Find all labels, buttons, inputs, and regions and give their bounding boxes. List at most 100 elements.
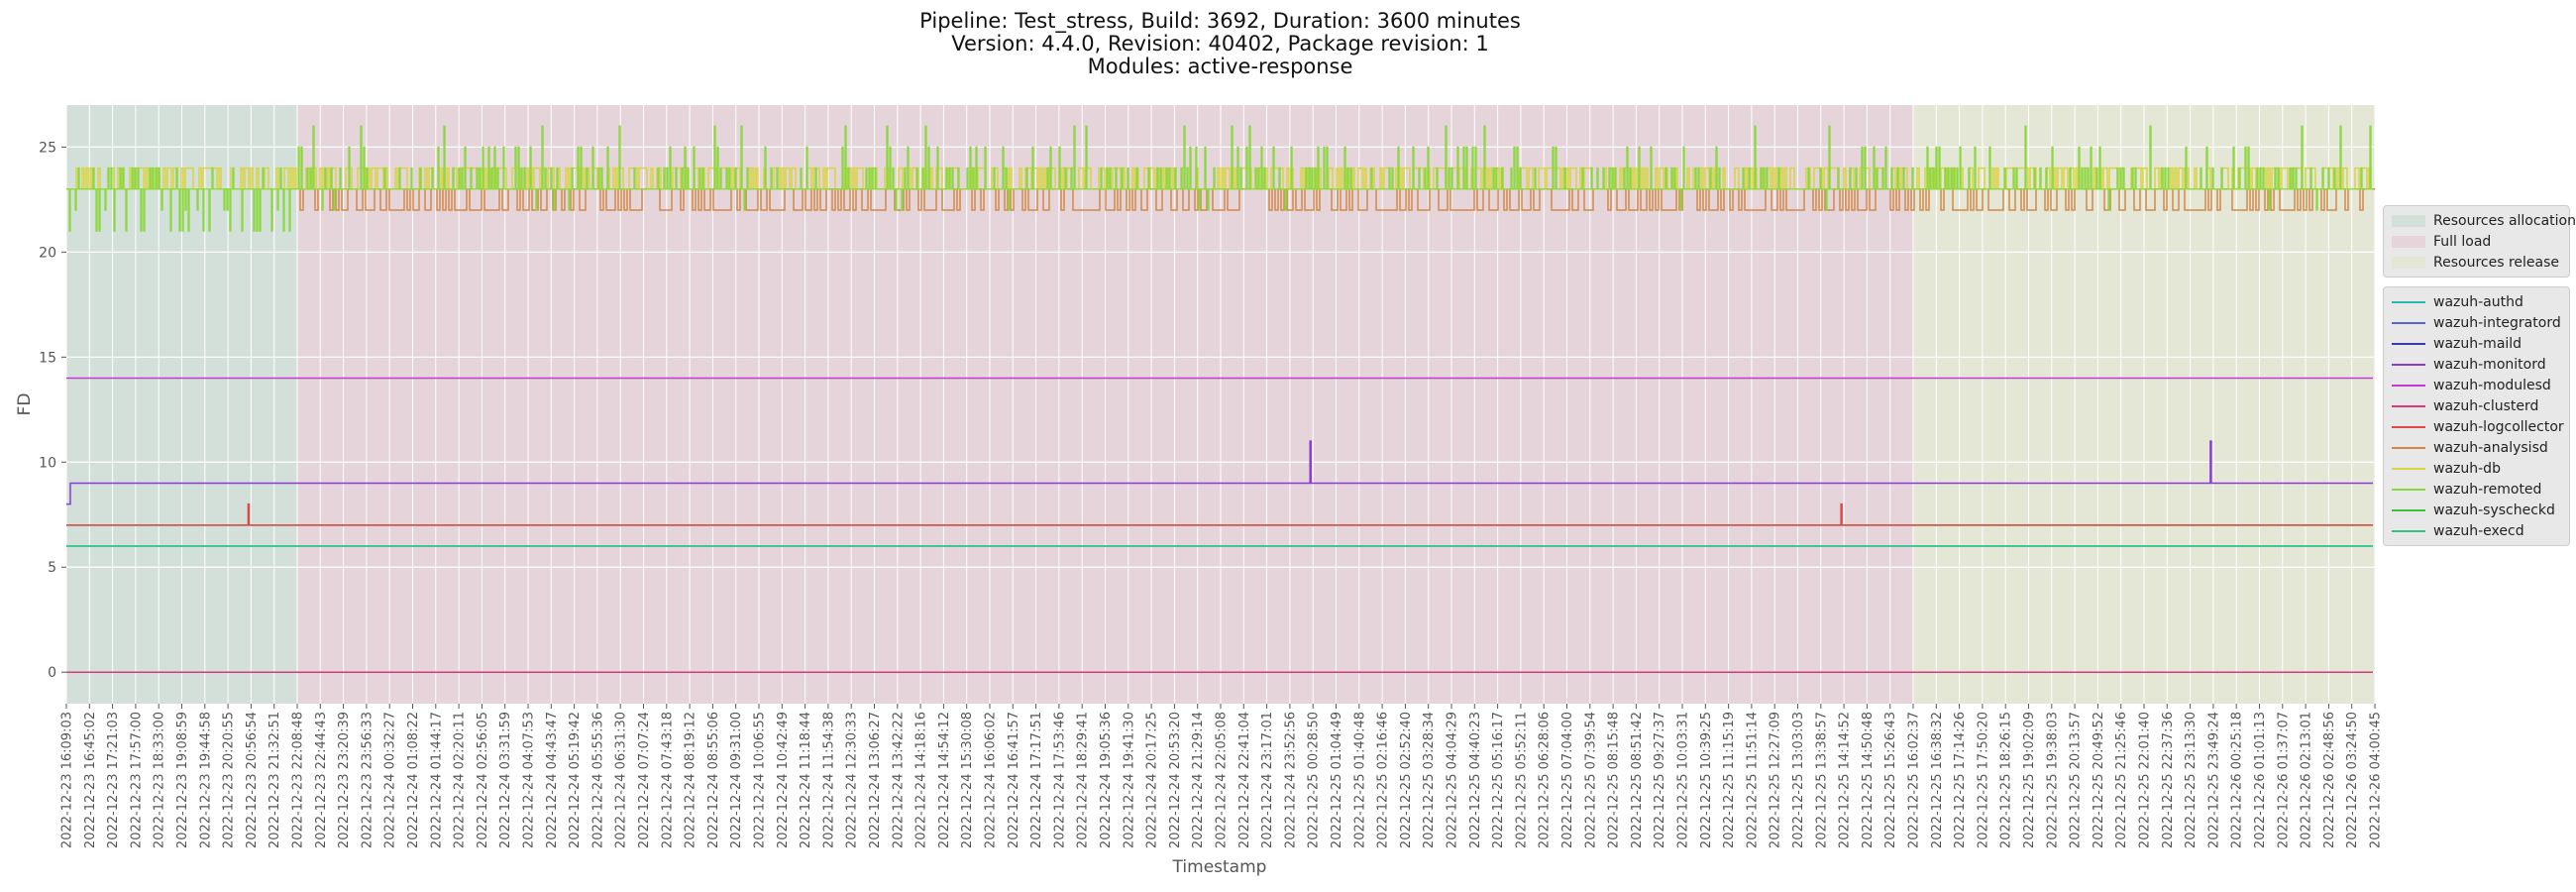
x-tick-label: 2022-12-25 10:39:25 [1699,712,1714,848]
legend-swatch [2392,529,2425,532]
legend-label: wazuh-monitord [2433,356,2546,373]
x-tick-label: 2022-12-24 22:05:08 [1215,712,1230,848]
x-tick-label: 2022-12-25 03:28:34 [1422,712,1437,848]
legend-swatch [2392,467,2425,470]
legend-swatch [2392,508,2425,511]
x-tick-label: 2022-12-24 02:20:11 [453,712,468,848]
legend-entry: Resources release [2384,252,2569,273]
x-tick-label: 2022-12-24 01:44:17 [429,712,444,848]
x-tick-label: 2022-12-24 13:42:22 [891,712,906,848]
x-tick-label: 2022-12-23 18:33:00 [153,712,167,848]
legend-label: wazuh-modulesd [2433,377,2551,393]
legend-swatch [2392,256,2425,269]
x-tick-label: 2022-12-25 15:26:43 [1883,712,1898,848]
x-tick-label: 2022-12-23 20:56:54 [245,712,260,848]
legend-swatch [2392,363,2425,366]
x-tick-label: 2022-12-24 05:19:42 [568,712,583,848]
legend-swatch [2392,342,2425,345]
x-tick-label: 2022-12-23 19:44:58 [198,712,213,848]
x-tick-label: 2022-12-25 05:16:17 [1491,712,1506,848]
x-tick-label: 2022-12-24 19:41:30 [1122,712,1136,848]
legend-entry: wazuh-maild [2384,333,2569,354]
legend-swatch [2392,425,2425,428]
x-tick-label: 2022-12-25 20:13:57 [2069,712,2084,848]
series-line-wazuh-monitord [66,440,2373,505]
x-tick-label: 2022-12-26 01:01:13 [2253,712,2268,848]
x-tick-label: 2022-12-24 20:53:20 [1168,712,1183,848]
legend-swatch [2392,384,2425,387]
x-tick-label: 2022-12-24 01:08:22 [406,712,421,848]
x-tick-label: 2022-12-25 17:14:26 [1953,712,1968,848]
series-lines [66,125,2375,673]
x-tick-label: 2022-12-24 14:54:12 [937,712,952,848]
x-tick-label: 2022-12-25 09:27:37 [1653,712,1667,848]
series-line-wazuh-db [66,167,2373,190]
x-tick-label: 2022-12-24 12:30:33 [845,712,860,848]
phase-legend: Resources allocation Full load Resources r… [2383,205,2576,278]
y-tick-label: 15 [39,350,56,366]
legend-label: wazuh-integratord [2433,314,2561,331]
x-tick-label: 2022-12-25 07:39:54 [1583,712,1598,848]
series-line-wazuh-logcollector [66,502,2373,526]
y-tick-label: 5 [48,560,56,576]
legend-label: wazuh-authd [2433,293,2523,310]
legend-swatch [2392,300,2425,303]
y-axis-ticks: 0 5 10 15 20 25 [39,140,66,681]
y-tick-label: 0 [48,665,56,681]
x-tick-label: 2022-12-24 16:41:57 [1007,712,1021,848]
x-tick-label: 2022-12-23 19:08:59 [175,712,190,848]
x-tick-label: 2022-12-24 21:29:14 [1191,712,1206,848]
x-tick-label: 2022-12-24 20:17:25 [1145,712,1160,848]
legend-entry: wazuh-authd [2384,291,2569,312]
x-tick-label: 2022-12-25 12:27:09 [1769,712,1783,848]
x-tick-label: 2022-12-25 16:38:32 [1930,712,1945,848]
x-tick-label: 2022-12-25 06:28:06 [1538,712,1553,848]
x-tick-label: 2022-12-24 07:43:18 [660,712,675,848]
x-tick-label: 2022-12-25 21:25:46 [2114,712,2129,848]
x-tick-label: 2022-12-26 02:13:01 [2300,712,2314,848]
legend-swatch [2392,446,2425,449]
x-tick-label: 2022-12-24 11:18:44 [799,712,813,848]
x-tick-label: 2022-12-25 00:28:50 [1307,712,1322,848]
legend-label: wazuh-db [2433,460,2501,477]
x-tick-label: 2022-12-23 17:21:03 [106,712,121,848]
x-tick-label: 2022-12-25 11:51:14 [1745,712,1760,848]
x-tick-label: 2022-12-24 17:17:51 [1029,712,1044,848]
x-tick-label: 2022-12-25 23:49:24 [2206,712,2221,848]
x-tick-label: 2022-12-24 13:06:27 [868,712,883,848]
legend-swatch [2392,214,2425,227]
legend-entry: wazuh-remoted [2384,479,2569,500]
x-tick-label: 2022-12-26 01:37:07 [2276,712,2291,848]
x-tick-label: 2022-12-25 07:04:00 [1560,712,1575,848]
chart-title-line-1: Pipeline: Test_stress, Build: 3692, Dura… [919,9,1521,33]
x-tick-label: 2022-12-23 22:44:43 [314,712,329,848]
x-tick-label: 2022-12-25 18:26:15 [1999,712,2014,848]
chart-title-line-3: Modules: active-response [1087,55,1353,78]
series-legend: wazuh-authd wazuh-integratord wazuh-maild w… [2383,286,2570,546]
legend-label: wazuh-execd [2433,522,2524,539]
x-tick-label: 2022-12-24 10:06:55 [753,712,768,848]
legend-swatch [2392,321,2425,324]
x-tick-label: 2022-12-25 19:38:03 [2045,712,2060,848]
x-tick-label: 2022-12-24 16:06:02 [984,712,999,848]
x-tick-label: 2022-12-23 22:08:48 [291,712,306,848]
legend-label: wazuh-maild [2433,335,2522,352]
legend-label: wazuh-analysisd [2433,439,2548,456]
legend-entry: wazuh-logcollector [2384,416,2569,437]
legend-entry: wazuh-execd [2384,520,2569,541]
legend-entry: wazuh-integratord [2384,312,2569,333]
x-tick-label: 2022-12-25 14:14:52 [1838,712,1853,848]
x-tick-label: 2022-12-23 23:20:39 [337,712,352,848]
x-tick-label: 2022-12-25 02:16:46 [1376,712,1391,848]
x-tick-label: 2022-12-24 18:29:41 [1076,712,1091,848]
chart-title: Pipeline: Test_stress, Build: 3692, Dura… [0,10,2440,78]
x-tick-label: 2022-12-24 19:05:36 [1099,712,1114,848]
x-tick-label: 2022-12-24 00:32:27 [383,712,398,848]
x-axis-label: Timestamp [1172,857,1267,877]
x-tick-label: 2022-12-24 09:31:00 [729,712,744,848]
x-tick-label: 2022-12-25 04:04:29 [1446,712,1460,848]
x-axis-ticks: 2022-12-23 16:09:03 2022-12-23 16:45:02 20… [60,704,2384,848]
legend-label: Resources allocation [2433,212,2576,229]
x-tick-label: 2022-12-25 13:03:03 [1791,712,1806,848]
x-tick-label: 2022-12-24 04:07:53 [522,712,537,848]
